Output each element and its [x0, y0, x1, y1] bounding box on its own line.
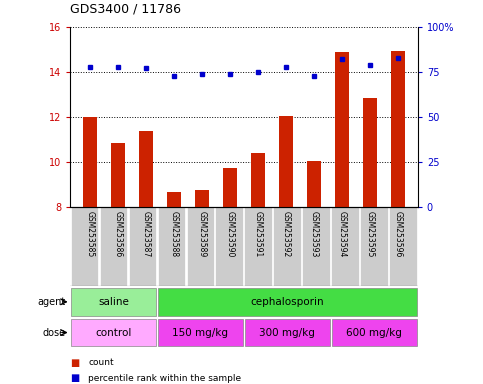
- Bar: [335, 52, 349, 207]
- Text: GSM253585: GSM253585: [85, 211, 94, 258]
- Bar: [244, 207, 272, 286]
- Bar: [99, 207, 128, 286]
- Bar: [307, 161, 321, 207]
- Text: GSM253596: GSM253596: [394, 211, 403, 258]
- Text: control: control: [95, 328, 132, 338]
- Bar: [245, 319, 330, 346]
- Text: dose: dose: [42, 328, 65, 338]
- Text: count: count: [88, 358, 114, 367]
- Bar: [215, 207, 243, 286]
- Text: GSM253593: GSM253593: [310, 211, 318, 258]
- Bar: [279, 116, 293, 207]
- Bar: [158, 319, 243, 346]
- Text: GSM253594: GSM253594: [338, 211, 347, 258]
- Text: ■: ■: [70, 373, 79, 383]
- Text: percentile rank within the sample: percentile rank within the sample: [88, 374, 242, 383]
- Text: cephalosporin: cephalosporin: [251, 297, 324, 307]
- Text: GDS3400 / 11786: GDS3400 / 11786: [70, 2, 181, 15]
- Bar: [273, 207, 301, 286]
- Bar: [71, 288, 156, 316]
- Text: GSM253592: GSM253592: [282, 211, 290, 258]
- Bar: [71, 207, 99, 286]
- Bar: [391, 51, 405, 207]
- Text: 150 mg/kg: 150 mg/kg: [172, 328, 228, 338]
- Bar: [195, 190, 209, 207]
- Text: GSM253587: GSM253587: [141, 211, 150, 258]
- Text: ■: ■: [70, 358, 79, 368]
- Bar: [167, 192, 181, 207]
- Text: agent: agent: [37, 297, 65, 307]
- Bar: [302, 207, 330, 286]
- Bar: [251, 153, 265, 207]
- Bar: [186, 207, 214, 286]
- Bar: [332, 319, 417, 346]
- Bar: [331, 207, 359, 286]
- Text: saline: saline: [98, 297, 129, 307]
- Text: 600 mg/kg: 600 mg/kg: [346, 328, 402, 338]
- Text: GSM253589: GSM253589: [198, 211, 206, 258]
- Bar: [83, 117, 97, 207]
- Bar: [389, 207, 417, 286]
- Bar: [363, 98, 377, 207]
- Text: 300 mg/kg: 300 mg/kg: [259, 328, 315, 338]
- Bar: [139, 131, 153, 207]
- Text: GSM253586: GSM253586: [113, 211, 122, 258]
- Text: GSM253588: GSM253588: [170, 211, 178, 257]
- Bar: [360, 207, 388, 286]
- Text: GSM253595: GSM253595: [366, 211, 375, 258]
- Bar: [128, 207, 156, 286]
- Bar: [111, 143, 125, 207]
- Bar: [223, 168, 237, 207]
- Bar: [157, 207, 185, 286]
- Bar: [71, 319, 156, 346]
- Text: GSM253591: GSM253591: [254, 211, 262, 258]
- Bar: [158, 288, 417, 316]
- Text: GSM253590: GSM253590: [226, 211, 234, 258]
